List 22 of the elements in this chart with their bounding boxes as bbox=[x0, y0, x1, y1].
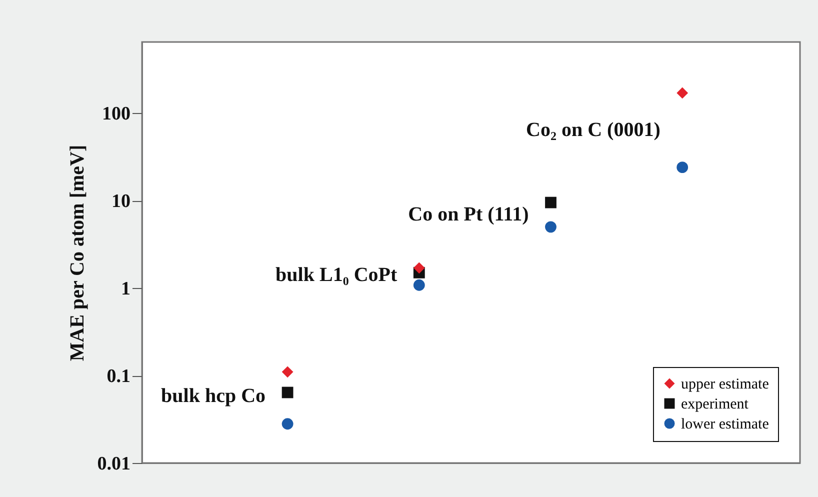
point bbox=[282, 386, 294, 398]
y-axis-title: MAE per Co atom [meV] bbox=[66, 144, 88, 362]
point bbox=[676, 87, 688, 99]
y-tick-label: 1 bbox=[121, 278, 130, 300]
point bbox=[676, 162, 688, 174]
point bbox=[282, 418, 294, 430]
point bbox=[545, 221, 556, 233]
annotation: bulk L1₀ CoPt bbox=[276, 264, 398, 286]
y-tick-label: 10 bbox=[112, 191, 130, 212]
point bbox=[545, 196, 556, 208]
annotation: Co on Pt (111) bbox=[408, 204, 529, 226]
y-tick-label: 0.1 bbox=[106, 366, 130, 388]
legend-label: experiment bbox=[681, 396, 750, 412]
legend-label: lower estimate bbox=[681, 416, 770, 432]
legend-label: upper estimate bbox=[681, 376, 770, 392]
point bbox=[413, 279, 425, 291]
annotation: bulk hcp Co bbox=[161, 385, 266, 408]
y-tick-label: 0.01 bbox=[97, 454, 130, 474]
y-tick-label: 100 bbox=[102, 104, 130, 125]
point bbox=[413, 262, 425, 274]
point bbox=[282, 366, 294, 378]
annotation: Co₂ on C (0001) bbox=[526, 119, 660, 142]
